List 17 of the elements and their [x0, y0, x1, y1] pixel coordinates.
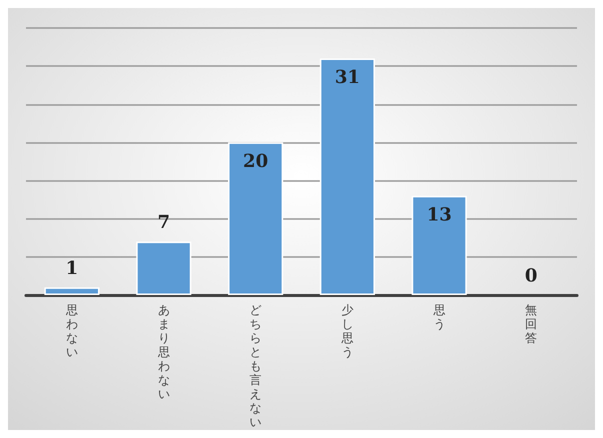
x-tick-label: 思わない [64, 303, 78, 359]
data-label: 20 [243, 150, 268, 172]
data-label: 31 [334, 67, 360, 88]
bar [412, 196, 467, 295]
bar [136, 242, 192, 295]
category-label: どちらとも言えない [250, 303, 262, 429]
x-tick-label: あまり思わない [156, 303, 170, 401]
bar [228, 142, 284, 295]
data-label: 7 [157, 212, 170, 234]
data-label: 0 [524, 266, 538, 286]
data-label: 1 [66, 258, 78, 279]
x-tick-label: 思う [432, 303, 446, 331]
x-tick-label: 少し思う [340, 303, 354, 359]
data-label: 13 [426, 204, 452, 226]
x-tick-label: 無回答 [525, 303, 538, 345]
bar [320, 58, 375, 295]
bar [44, 287, 100, 295]
